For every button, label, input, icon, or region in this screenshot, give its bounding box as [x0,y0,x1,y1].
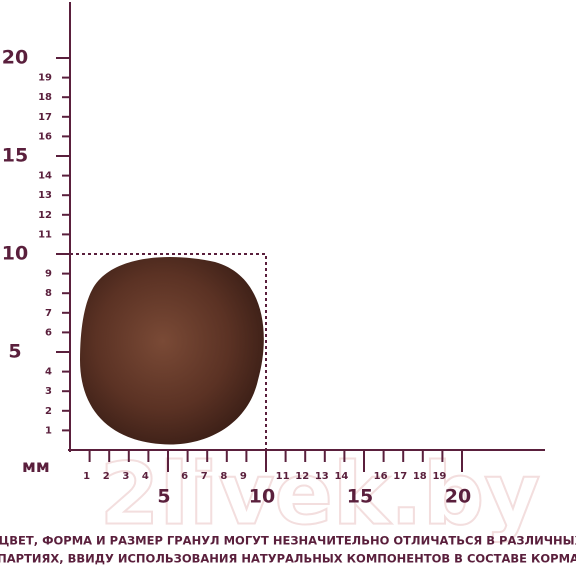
x-tick-label: 7 [201,471,208,482]
y-tick-label: 8 [45,288,52,299]
y-tick-label: 10 [2,243,28,265]
x-tick-label: 3 [122,471,129,482]
x-tick-label: 18 [413,471,427,482]
footnote: ПАРТИЯХ, ВВИДУ ИСПОЛЬЗОВАНИЯ НАТУРАЛЬНЫХ… [0,552,576,566]
y-tick-label: 3 [45,386,52,397]
x-tick-label: 5 [157,486,170,508]
y-tick-label: 1 [45,425,52,436]
watermark: 2livek.by [100,444,541,544]
x-tick-label: 4 [142,471,149,482]
x-tick-label: 14 [334,471,348,482]
x-tick-label: 11 [276,471,290,482]
unit-label: мм [22,457,50,477]
y-tick-label: 11 [38,229,52,240]
y-tick-label: 15 [2,145,28,167]
y-tick-label: 5 [8,341,21,363]
y-tick-label: 13 [38,190,52,201]
x-tick-label: 1 [83,471,90,482]
y-tick-label: 19 [38,73,52,84]
y-tick-label: 17 [38,112,52,123]
footnote: *ЦВЕТ, ФОРМА И РАЗМЕР ГРАНУЛ МОГУТ НЕЗНА… [0,534,576,548]
x-tick-label: 8 [220,471,227,482]
y-tick-label: 7 [45,308,52,319]
y-tick-label: 9 [45,269,52,280]
y-tick-label: 12 [38,210,52,221]
x-tick-label: 20 [445,486,471,508]
y-tick-label: 2 [45,406,52,417]
y-tick-label: 4 [45,367,52,378]
kibble [80,257,264,445]
y-tick-label: 14 [38,171,52,182]
y-tick-label: 6 [45,327,52,338]
x-tick-label: 13 [315,471,329,482]
y-tick-label: 20 [2,47,28,69]
y-tick-label: 18 [38,92,52,103]
y-tick-label: 16 [38,131,52,142]
x-tick-label: 17 [393,471,407,482]
size-box [70,253,267,450]
x-tick-label: 2 [103,471,110,482]
x-tick-label: 19 [432,471,446,482]
x-tick-label: 10 [249,486,275,508]
x-tick-label: 6 [181,471,188,482]
x-tick-label: 9 [240,471,247,482]
x-tick-label: 15 [347,486,373,508]
x-tick-label: 16 [374,471,388,482]
x-tick-label: 12 [295,471,309,482]
